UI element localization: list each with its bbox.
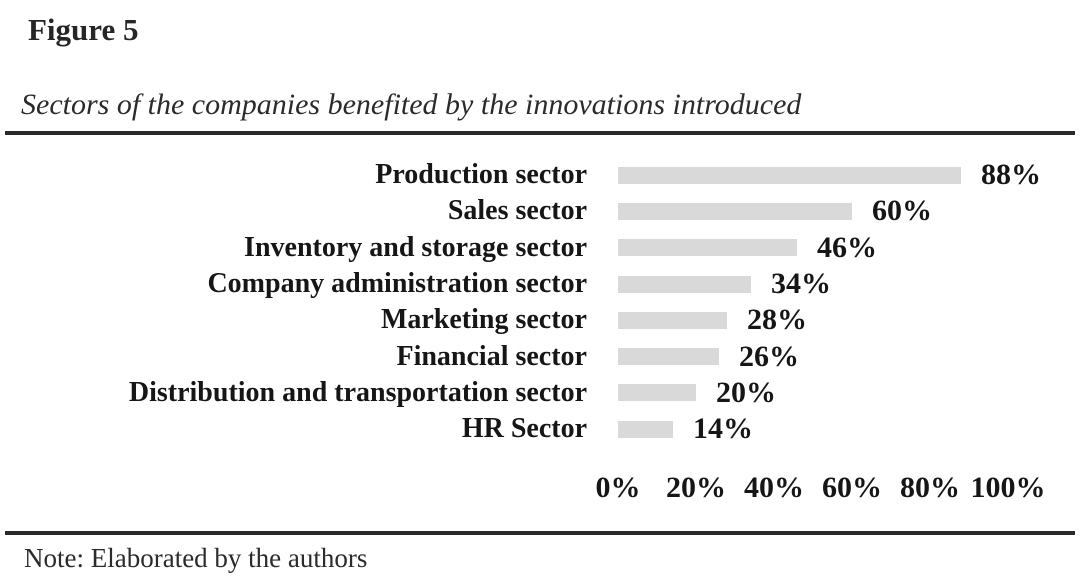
value-label: 60%: [872, 194, 932, 228]
x-tick-label: 80%: [900, 471, 960, 504]
category-label: Sales sector: [447, 195, 587, 227]
bar-track: 34%: [618, 267, 831, 301]
x-tick-label: 100%: [970, 471, 1046, 504]
top-rule: [5, 131, 1075, 135]
category-label: Production sector: [375, 159, 587, 191]
category-label: Company administration sector: [207, 268, 587, 300]
bar-track: 26%: [618, 340, 799, 374]
bar-row: Marketing sector 28%: [0, 302, 1085, 338]
bar-row: Distribution and transportation sector 2…: [0, 375, 1085, 411]
bar-row: Production sector 88%: [0, 157, 1085, 193]
value-label: 20%: [716, 375, 776, 409]
x-tick-label: 60%: [822, 471, 882, 504]
x-tick-label: 0%: [595, 471, 641, 504]
bar: [618, 202, 852, 220]
x-tick-label: 20%: [666, 471, 726, 504]
bar-row: Sales sector 60%: [0, 193, 1085, 229]
bar-track: 20%: [618, 376, 776, 410]
figure-label: Figure 5: [28, 12, 139, 47]
bar: [618, 166, 961, 184]
value-label: 34%: [771, 267, 831, 301]
value-label: 26%: [739, 339, 799, 373]
value-label: 46%: [817, 230, 877, 264]
figure-title: Sectors of the companies benefited by th…: [21, 88, 802, 121]
category-label: Financial sector: [396, 340, 587, 372]
bar-row: Company administration sector 34%: [0, 266, 1085, 302]
bar: [618, 348, 719, 366]
category-label: HR Sector: [461, 413, 587, 445]
bar-track: 28%: [618, 303, 807, 337]
x-axis: 0% 20% 40% 60% 80% 100%: [596, 471, 1046, 507]
category-label: Marketing sector: [380, 304, 587, 336]
bar: [618, 275, 751, 293]
bar-track: 14%: [618, 412, 753, 446]
bar: [618, 239, 797, 257]
bar-track: 60%: [618, 194, 932, 228]
value-label: 14%: [693, 412, 753, 446]
bar-track: 46%: [618, 231, 877, 265]
bar: [618, 311, 727, 329]
bar-chart: Production sector 88% Sales sector 60% I…: [0, 157, 1085, 447]
bar: [618, 420, 673, 438]
bar-track: 88%: [618, 158, 1041, 192]
value-label: 28%: [747, 303, 807, 337]
bar-row: Financial sector 26%: [0, 338, 1085, 374]
value-label: 88%: [981, 158, 1041, 192]
x-tick-label: 40%: [744, 471, 804, 504]
bottom-rule: [5, 531, 1075, 535]
bar-row: HR Sector 14%: [0, 411, 1085, 447]
bar: [618, 384, 696, 402]
bar-row: Inventory and storage sector 46%: [0, 230, 1085, 266]
figure-note: Note: Elaborated by the authors: [24, 543, 368, 573]
category-label: Inventory and storage sector: [244, 231, 587, 263]
category-label: Distribution and transportation sector: [128, 376, 587, 408]
